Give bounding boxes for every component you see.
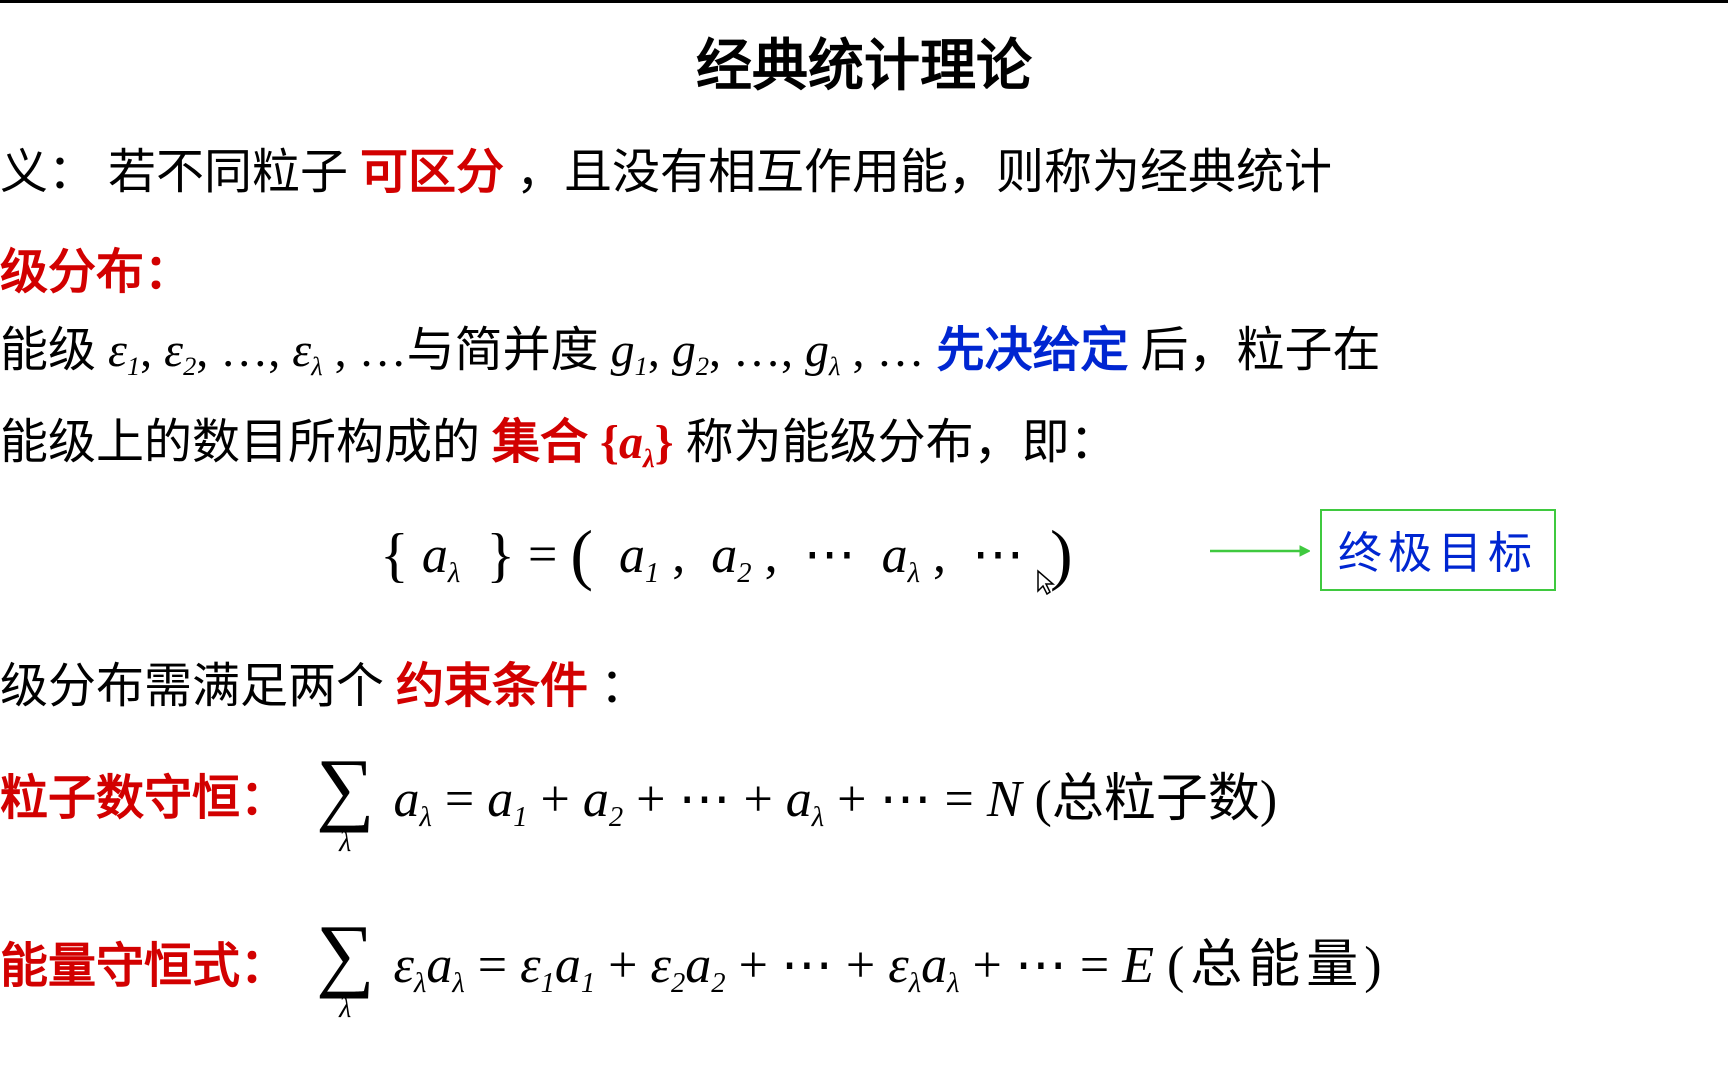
dots2: ⋯ — [972, 527, 1024, 584]
eps2: ε2 — [164, 324, 196, 377]
a1: a1 — [619, 527, 659, 584]
sum-al: aλ — [393, 771, 431, 828]
brace-open: { — [380, 522, 409, 588]
N-desc: (总粒子数) — [1035, 771, 1278, 828]
page-title: 经典统计理论 — [0, 21, 1728, 102]
dist-header: 级分布： — [0, 239, 192, 306]
cursor-icon — [1036, 569, 1056, 595]
particle-conservation-label: 粒子数守恒： — [0, 765, 288, 832]
paren-open: ( — [570, 516, 593, 592]
elal: ελaλ — [888, 937, 959, 994]
energy-conservation-label: 能量守恒式： — [0, 933, 288, 1000]
slide-content: 经典统计理论 义： 若不同粒子 可区分 ，且没有相互作用能，则称为经典统计 级分… — [0, 21, 1728, 1080]
equals: = — [528, 527, 570, 584]
epsl: ελ — [292, 324, 322, 377]
epsl-al: ελaλ — [393, 937, 464, 994]
E-desc: (总能量) — [1167, 937, 1388, 994]
constraint-prefix: 级分布需满足两个 — [0, 660, 384, 713]
levels-prefix: 能级 — [0, 324, 96, 377]
set-suffix: 称为能级分布，即： — [686, 416, 1118, 469]
g1: g1 — [611, 324, 648, 377]
al: aλ — [882, 527, 920, 584]
levels-tail: , … — [852, 324, 924, 377]
def-distinguishable: 可区分 — [360, 146, 504, 199]
particle-equation: ∑ λ aλ = a1 + a2 + ⋯ + aλ + ⋯ = N (总粒子数) — [310, 751, 1277, 857]
sum-particles: ∑ λ — [316, 751, 374, 857]
set-symbol: {aλ} — [600, 416, 674, 469]
levels-end: 后，粒子在 — [1141, 324, 1381, 377]
a2: a2 — [711, 527, 751, 584]
e2a2: ε2a2 — [651, 937, 726, 994]
e1a1: ε1a1 — [520, 937, 595, 994]
set-prefix: 能级上的数目所构成的 — [0, 416, 480, 469]
levels-mid: , …与简并度 — [335, 324, 599, 377]
brace-close: } — [486, 522, 515, 588]
energy-equation: ∑ λ ελaλ = ε1a1 + ε2a2 + ⋯ + ελaλ + ⋯ = … — [310, 917, 1388, 1023]
particle-label: 粒子数守恒： — [0, 772, 288, 825]
goal-box: 终极目标 — [1320, 509, 1556, 591]
def-lead: 义： — [0, 146, 96, 199]
g2: g2 — [672, 324, 709, 377]
a2p: a2 — [583, 771, 623, 828]
eps1: ε1 — [108, 324, 140, 377]
a1p: a1 — [487, 771, 527, 828]
definition-line: 义： 若不同粒子 可区分 ，且没有相互作用能，则称为经典统计 — [0, 139, 1332, 206]
constraint-colon: ： — [600, 660, 648, 713]
goal-arrow — [1210, 541, 1310, 561]
def-pre: 若不同粒子 — [108, 146, 348, 199]
set-word: 集合 — [492, 416, 588, 469]
dots1: ⋯ — [804, 527, 856, 584]
def-post: ，且没有相互作用能，则称为经典统计 — [516, 146, 1332, 199]
energy-label: 能量守恒式： — [0, 940, 288, 993]
alp: aλ — [786, 771, 824, 828]
set-equation: { aλ } = ( a1 , a2 , ⋯ aλ , ⋯ ) — [380, 515, 1073, 594]
set-line: 能级上的数目所构成的 集合 {aλ} 称为能级分布，即： — [0, 409, 1118, 477]
constraint-header: 级分布需满足两个 约束条件 ： — [0, 653, 648, 720]
dist-header-text: 级分布： — [0, 246, 192, 299]
constraint-red: 约束条件 — [396, 660, 588, 713]
sum-energy: ∑ λ — [316, 917, 374, 1023]
levels-line: 能级 ε1, ε2, …, ελ , …与简并度 g1, g2, …, gλ ,… — [0, 317, 1381, 385]
a-lambda: aλ — [422, 527, 473, 584]
E: E — [1122, 937, 1154, 994]
predetermined: 先决给定 — [936, 324, 1128, 377]
gl: gλ — [805, 324, 840, 377]
goal-text: 终极目标 — [1338, 529, 1538, 578]
N: N — [987, 771, 1022, 828]
